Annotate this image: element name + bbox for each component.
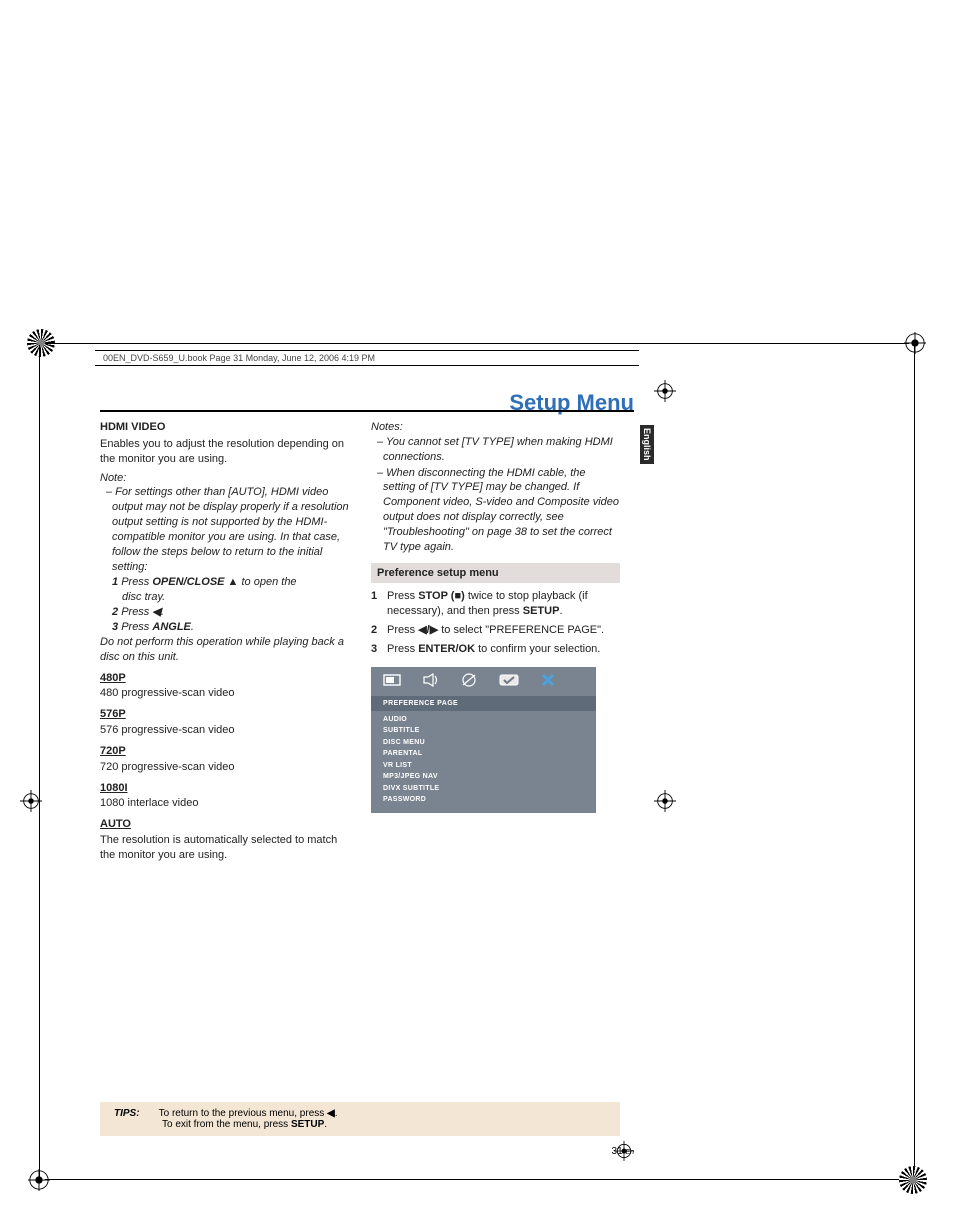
pref-step-2: 2 Press ◀/▶ to select "PREFERENCE PAGE". — [371, 623, 620, 638]
step-body-1: Press STOP (■) twice to stop playback (i… — [387, 589, 620, 619]
osd-item: SUBTITLE — [383, 726, 584, 735]
opt-480p: 480P — [100, 671, 349, 686]
page: 00EN_DVD-S659_U.book Page 31 Monday, Jun… — [0, 0, 954, 1221]
pref-step-1: 1 Press STOP (■) twice to stop playback … — [371, 589, 620, 619]
crop-rule — [45, 343, 909, 344]
osd-item: PARENTAL — [383, 749, 584, 758]
step-2-n: 2 — [112, 606, 118, 618]
general-tab-icon — [383, 674, 401, 690]
pref-step-3: 3 Press ENTER/OK to confirm your selecti… — [371, 642, 620, 657]
right-column: Notes: – You cannot set [TV TYPE] when m… — [371, 420, 620, 863]
opt-720p-desc: 720 progressive-scan video — [100, 760, 349, 775]
opt-576p-desc: 576 progressive-scan video — [100, 723, 349, 738]
rnote-1: – You cannot set [TV TYPE] when making H… — [377, 435, 620, 465]
step-1-n: 1 — [112, 576, 118, 588]
audio-tab-icon — [423, 673, 439, 691]
osd-item: AUDIO — [383, 715, 584, 724]
note-1: – For settings other than [AUTO], HDMI v… — [106, 485, 349, 574]
osd-menu-list: AUDIO SUBTITLE DISC MENU PARENTAL VR LIS… — [371, 711, 596, 809]
step-3: 3 Press ANGLE. — [112, 620, 349, 635]
osd-screenshot: PREFERENCE PAGE AUDIO SUBTITLE DISC MENU… — [371, 667, 596, 813]
osd-item: DIVX SUBTITLE — [383, 784, 584, 793]
rnote-2: – When disconnecting the HDMI cable, the… — [377, 466, 620, 555]
preference-tab-icon — [499, 673, 519, 691]
notes-label: Notes: — [371, 420, 620, 435]
opt-480p-desc: 480 progressive-scan video — [100, 686, 349, 701]
step-num-3: 3 — [371, 642, 387, 657]
opt-1080i: 1080I — [100, 781, 349, 796]
osd-item: PASSWORD — [383, 795, 584, 804]
step-body-2: Press ◀/▶ to select "PREFERENCE PAGE". — [387, 623, 620, 638]
content-columns: HDMI VIDEO Enables you to adjust the res… — [100, 420, 620, 863]
note-2: Do not perform this operation while play… — [100, 635, 349, 665]
step-3-n: 3 — [112, 621, 118, 633]
hdmi-video-title: HDMI VIDEO — [100, 420, 349, 435]
crop-rule — [39, 345, 40, 1178]
crop-rule — [45, 1179, 909, 1180]
opt-1080i-desc: 1080 interlace video — [100, 796, 349, 811]
print-header: 00EN_DVD-S659_U.book Page 31 Monday, Jun… — [95, 350, 639, 366]
opt-720p: 720P — [100, 744, 349, 759]
tips-text-2: To exit from the menu, press SETUP. — [162, 1119, 327, 1130]
video-tab-icon — [461, 673, 477, 691]
osd-page-title: PREFERENCE PAGE — [371, 696, 596, 711]
reg-mark-icon — [614, 1141, 634, 1166]
tips-line-2: To exit from the menu, press SETUP. — [114, 1119, 606, 1130]
tips-box: TIPS: To return to the previous menu, pr… — [100, 1102, 620, 1136]
left-column: HDMI VIDEO Enables you to adjust the res… — [100, 420, 349, 863]
tips-text-1: To return to the previous menu, press ◀. — [159, 1108, 338, 1119]
page-title: Setup Menu — [509, 390, 634, 416]
title-rule — [100, 410, 634, 412]
reg-mark-icon — [654, 790, 676, 812]
language-tab: English — [640, 425, 654, 464]
header-text: 00EN_DVD-S659_U.book Page 31 Monday, Jun… — [103, 353, 375, 363]
exit-tab-icon — [541, 673, 555, 691]
osd-tabs — [371, 671, 596, 696]
step-num-1: 1 — [371, 589, 387, 619]
crop-rule — [914, 345, 915, 1178]
preference-heading: Preference setup menu — [371, 563, 620, 584]
step-body-3: Press ENTER/OK to confirm your selection… — [387, 642, 620, 657]
step-2: 2 Press ◀. — [112, 605, 349, 620]
opt-auto: AUTO — [100, 817, 349, 832]
tips-line-1: TIPS: To return to the previous menu, pr… — [114, 1108, 606, 1119]
osd-item: DISC MENU — [383, 738, 584, 747]
reg-mark-icon — [28, 1169, 50, 1191]
step-1: 1 Press OPEN/CLOSE ▲ to open the — [112, 575, 349, 590]
reg-mark-icon — [904, 332, 926, 354]
opt-576p: 576P — [100, 707, 349, 722]
hdmi-desc: Enables you to adjust the resolution dep… — [100, 437, 349, 467]
osd-item: MP3/JPEG NAV — [383, 772, 584, 781]
step-1-body: disc tray. — [122, 590, 349, 605]
reg-mark-icon — [654, 380, 676, 402]
reg-hatched-br — [899, 1166, 927, 1194]
step-num-2: 2 — [371, 623, 387, 638]
osd-item: VR LIST — [383, 761, 584, 770]
reg-mark-icon — [20, 790, 42, 812]
opt-auto-desc: The resolution is automatically selected… — [100, 833, 349, 863]
note-label: Note: — [100, 471, 349, 486]
tips-label: TIPS: — [114, 1108, 156, 1119]
